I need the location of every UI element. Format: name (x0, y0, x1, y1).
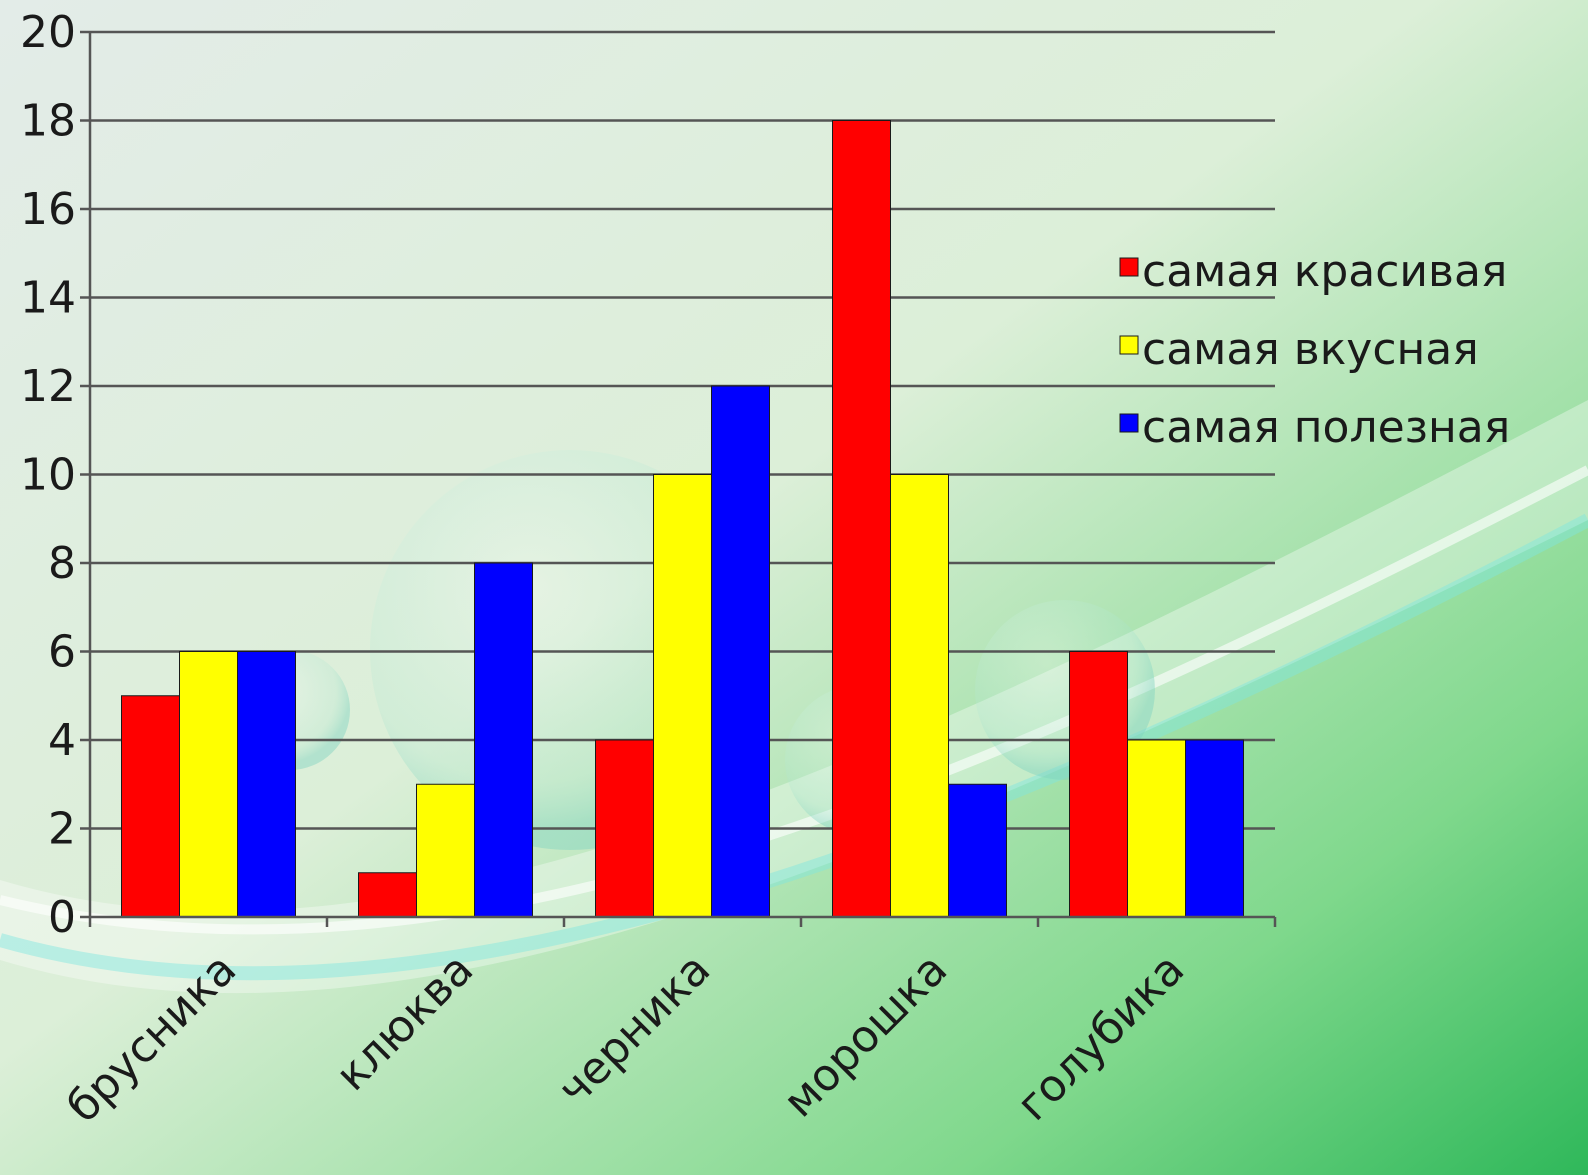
y-tick-label: 14 (20, 273, 76, 324)
bar (121, 695, 180, 918)
bar (1127, 739, 1186, 918)
bar (948, 783, 1007, 918)
y-tick-label: 16 (20, 184, 76, 235)
bar (1185, 739, 1244, 918)
y-tick-label: 0 (48, 892, 76, 943)
legend-swatch (1119, 335, 1139, 355)
y-tick-label: 20 (20, 7, 76, 58)
y-tick-label: 8 (48, 538, 76, 589)
legend: самая красивая самая вкусная самая полезна… (1119, 246, 1510, 453)
bars (121, 120, 1244, 918)
bar (595, 739, 654, 918)
legend-label: самая полезная (1142, 402, 1510, 453)
legend-swatch (1119, 413, 1139, 433)
y-tick-label: 10 (20, 450, 76, 501)
legend-label: самая красивая (1142, 246, 1507, 297)
bar (474, 562, 533, 918)
bar (890, 474, 949, 918)
bar (1069, 651, 1128, 918)
bar (832, 120, 891, 918)
bar (653, 474, 712, 918)
bar (358, 872, 417, 918)
bar (416, 783, 475, 918)
y-axis-ticks: 0 2 4 6 8 10 12 14 16 18 20 (20, 7, 90, 943)
bar (237, 651, 296, 918)
y-tick-label: 4 (48, 715, 76, 766)
y-tick-label: 18 (20, 96, 76, 147)
y-tick-label: 2 (48, 804, 76, 855)
bar (179, 651, 238, 918)
legend-swatch (1119, 257, 1139, 277)
bar (711, 385, 770, 918)
legend-label: самая вкусная (1142, 324, 1479, 375)
y-tick-label: 12 (20, 361, 76, 412)
y-tick-label: 6 (48, 627, 76, 678)
